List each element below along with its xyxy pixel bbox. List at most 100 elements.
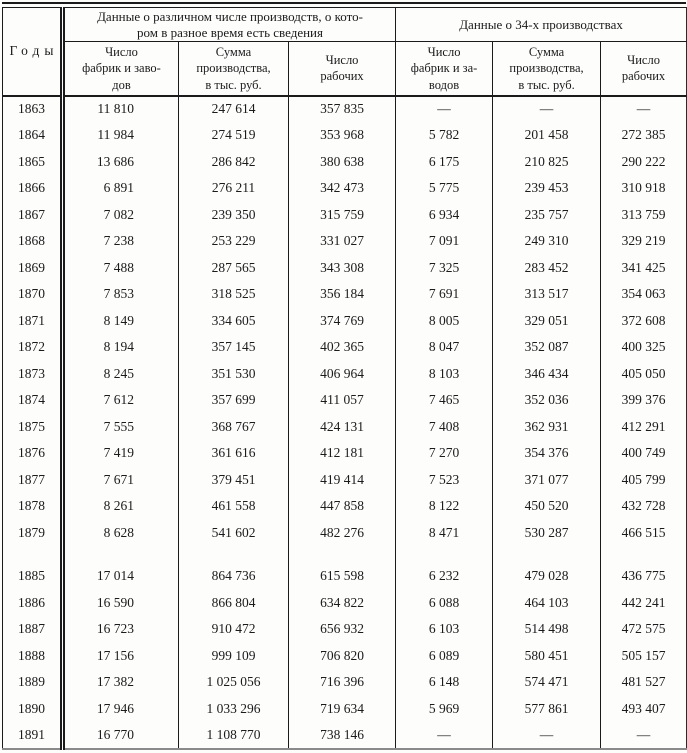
data-cell: 7 853	[62, 281, 179, 308]
year-cell: 1888	[2, 642, 65, 669]
table-row: 1872 8 194 357 145 402 365 8 047 352 087 400 3…	[2, 334, 687, 361]
data-cell: 357 145	[178, 334, 289, 361]
table-row: 1890 17 946 1 033 296 719 634 5 969 577 861 49…	[2, 695, 687, 722]
data-cell: 8 261	[62, 493, 179, 520]
data-cell: 716 396	[288, 669, 397, 696]
table-row: 1887 16 723 910 472 656 932 6 103 514 498 472 …	[2, 616, 687, 643]
data-cell: 481 527	[621, 674, 666, 690]
data-cell: 8 194	[62, 334, 179, 361]
data-cell: 1 033 296	[178, 695, 289, 722]
data-cell: 461 558	[178, 493, 289, 520]
data-cell: 866 804	[178, 589, 289, 616]
data-cell: 7 671	[62, 466, 179, 493]
data-cell: 6 891	[62, 175, 179, 202]
data-cell: 286 842	[178, 148, 289, 175]
year-cell: 1870	[2, 281, 65, 308]
data-cell: 412 291	[621, 418, 666, 434]
data-cell: —	[636, 726, 651, 742]
year-cell: 1885	[2, 563, 65, 590]
table-row: 1866 6 891 276 211 342 473 5 775 239 453 310 9…	[2, 175, 687, 202]
data-cell: 276 211	[178, 175, 289, 202]
data-cell: 6 088	[395, 589, 494, 616]
year-cell: 1876	[2, 440, 65, 467]
data-cell: 466 515	[621, 524, 666, 540]
table-row: 1870 7 853 318 525 356 184 7 691 313 517 354 0…	[2, 281, 687, 308]
data-cell: 910 472	[178, 616, 289, 643]
data-cell: 432 728	[621, 498, 666, 514]
table-row: 1868 7 238 253 229 331 027 7 091 249 310 329 2…	[2, 228, 687, 255]
data-cell: 352 036	[492, 387, 602, 414]
data-cell: —	[492, 722, 602, 749]
data-cell: 379 451	[178, 466, 289, 493]
data-cell: 210 825	[492, 148, 602, 175]
data-cell: 346 434	[492, 360, 602, 387]
table-row: 1875 7 555 368 767 424 131 7 408 362 931 412 2…	[2, 413, 687, 440]
data-cell: 368 767	[178, 413, 289, 440]
data-cell: 472 575	[621, 621, 666, 637]
data-cell	[601, 546, 687, 563]
data-cell: 505 157	[621, 647, 666, 663]
data-cell: 412 181	[288, 440, 397, 467]
data-cell: 8 149	[62, 307, 179, 334]
table-row: 1877 7 671 379 451 419 414 7 523 371 077 405 7…	[2, 466, 687, 493]
data-cell: 318 525	[178, 281, 289, 308]
table-row: 1873 8 245 351 530 406 964 8 103 346 434 405 0…	[2, 360, 687, 387]
data-cell: 16 723	[62, 616, 179, 643]
data-cell: 253 229	[178, 228, 289, 255]
data-cell: 7 523	[395, 466, 494, 493]
data-cell: 351 530	[178, 360, 289, 387]
data-cell: 6 175	[395, 148, 494, 175]
data-cell: 374 769	[288, 307, 397, 334]
data-cell: 8 047	[395, 334, 494, 361]
table-row: 1863 11 810 247 614 357 835— — —	[2, 95, 687, 122]
year-cell: 1875	[2, 413, 65, 440]
data-cell: 235 757	[492, 201, 602, 228]
data-cell: —	[492, 95, 602, 122]
data-cell: 329 051	[492, 307, 602, 334]
sub-header-row: Число фабрик и заво- дов Сумма производс…	[3, 41, 687, 97]
data-cell: 706 820	[288, 642, 397, 669]
year-cell: 1866	[2, 175, 65, 202]
data-cell: 380 638	[288, 148, 397, 175]
data-cell: 719 634	[288, 695, 397, 722]
year-cell: 1877	[2, 466, 65, 493]
table-row: 1879 8 628 541 602 482 276 8 471 530 287 466 5…	[2, 519, 687, 546]
data-cell: 331 027	[288, 228, 397, 255]
data-cell: 313 517	[492, 281, 602, 308]
data-cell: 290 222	[621, 153, 666, 169]
data-cell: 313 759	[621, 206, 666, 222]
data-cell: 247 614	[178, 95, 289, 122]
data-cell: 634 822	[288, 589, 397, 616]
data-cell: —	[395, 95, 494, 122]
data-cell: 6 103	[395, 616, 494, 643]
table-row: 1891 16 770 1 108 770 738 146— — —	[2, 722, 687, 749]
data-cell: 580 451	[492, 642, 602, 669]
table-row: 1874 7 612 357 699 411 057 7 465 352 036 399 3…	[2, 387, 687, 414]
year-cell: 1874	[2, 387, 65, 414]
data-cell: 341 425	[621, 259, 666, 275]
data-cell: 7 555	[62, 413, 179, 440]
data-cell: 424 131	[288, 413, 397, 440]
group-header-various-productions: Данные о различном числе производств, о …	[62, 7, 397, 42]
data-cell: 201 458	[492, 122, 602, 149]
year-cell: 1886	[2, 589, 65, 616]
data-cell: 287 565	[178, 254, 289, 281]
data-cell: 7 419	[62, 440, 179, 467]
data-cell: 6 934	[395, 201, 494, 228]
year-cell: 1871	[2, 307, 65, 334]
subheader-factories-count-2: Число фабрик и за- водов	[395, 41, 494, 97]
group-header-34-productions: Данные о 34-х производствах	[395, 7, 687, 42]
data-cell	[62, 546, 179, 563]
data-cell: 577 861	[492, 695, 602, 722]
year-cell: 1891	[2, 722, 65, 749]
data-cell: 7 091	[395, 228, 494, 255]
data-cell: 13 686	[62, 148, 179, 175]
year-cell	[2, 546, 65, 563]
data-cell: 8 103	[395, 360, 494, 387]
data-cell: 7 465	[395, 387, 494, 414]
data-cell	[288, 546, 397, 563]
year-cell: 1878	[2, 493, 65, 520]
data-cell: 656 932	[288, 616, 397, 643]
spacer-row	[2, 546, 687, 563]
